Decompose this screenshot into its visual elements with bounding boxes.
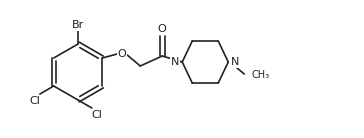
Text: O: O: [118, 49, 127, 59]
Text: Cl: Cl: [91, 110, 102, 120]
Text: CH₃: CH₃: [251, 70, 269, 80]
Text: Cl: Cl: [29, 96, 40, 106]
Text: N: N: [231, 57, 240, 67]
Text: N: N: [171, 57, 179, 67]
Text: Br: Br: [72, 20, 84, 30]
Text: O: O: [158, 24, 167, 34]
